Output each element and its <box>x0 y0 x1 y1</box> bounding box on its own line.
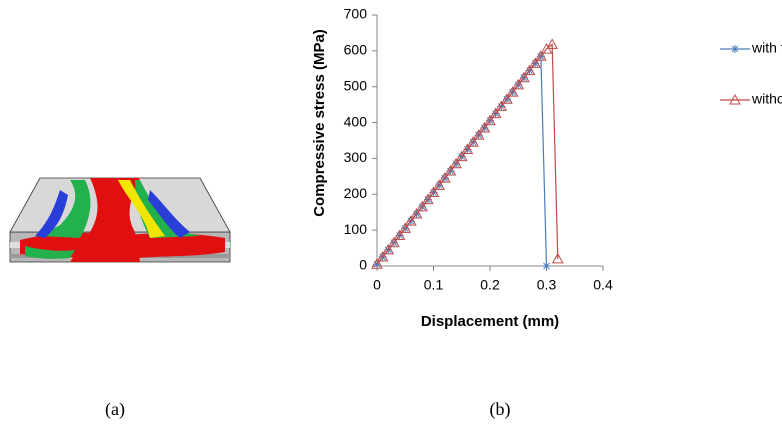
data-point <box>512 78 525 90</box>
data-point <box>438 172 451 183</box>
legend-label: with fibre failure <box>751 40 782 56</box>
legend-marker <box>731 45 739 53</box>
y-tick-label: 700 <box>344 6 368 22</box>
x-tick-label: 0.2 <box>480 277 500 293</box>
y-tick-label: 0 <box>359 257 367 273</box>
y-tick-label: 100 <box>344 221 368 237</box>
data-point <box>489 107 502 119</box>
data-point <box>551 252 564 264</box>
data-point <box>433 179 445 190</box>
x-tick-label: 0.3 <box>537 277 557 293</box>
data-point <box>506 86 519 97</box>
y-tick-label: 300 <box>344 149 368 165</box>
data-point <box>535 50 547 61</box>
data-point <box>455 150 468 162</box>
data-point <box>388 236 400 248</box>
x-tick-label: 0 <box>373 277 381 293</box>
data-point <box>382 243 395 255</box>
x-axis-title: Displacement (mm) <box>421 313 559 330</box>
data-point <box>461 143 474 154</box>
data-point <box>546 38 558 49</box>
data-point <box>501 93 513 104</box>
y-tick-label: 400 <box>344 113 368 129</box>
data-point <box>495 100 508 111</box>
data-point <box>529 57 542 68</box>
data-point <box>410 207 423 219</box>
chart: Compressive stress (MPa) Displacement (m… <box>311 29 559 330</box>
data-point <box>523 64 536 76</box>
data-point <box>427 186 440 197</box>
legend-marker <box>729 93 741 105</box>
x-tick-label: 0.4 <box>593 277 613 293</box>
data-point <box>484 114 496 126</box>
x-tick-label: 0.1 <box>424 277 444 293</box>
panel-label: (a) <box>105 399 125 420</box>
data-point <box>376 251 389 262</box>
data-point <box>478 121 491 133</box>
y-tick-label: 600 <box>344 42 368 58</box>
y-tick-label: 500 <box>344 77 368 93</box>
data-point <box>472 129 485 140</box>
panel-label: (b) <box>490 399 511 420</box>
y-axis-title: Compressive stress (MPa) <box>311 29 328 217</box>
data-point <box>518 71 530 83</box>
specimen-image <box>9 177 231 263</box>
data-point <box>444 164 457 176</box>
data-point <box>371 258 383 269</box>
data-point <box>416 200 429 212</box>
series-line <box>376 43 559 265</box>
data-point <box>393 229 406 241</box>
y-tick-label: 200 <box>344 185 368 201</box>
data-point <box>422 193 434 205</box>
data-point <box>399 222 412 233</box>
data-point <box>450 157 462 169</box>
data-point <box>467 136 479 147</box>
legend-label: without fibre failure <box>751 91 782 107</box>
data-point <box>542 262 551 270</box>
data-point <box>405 215 417 226</box>
